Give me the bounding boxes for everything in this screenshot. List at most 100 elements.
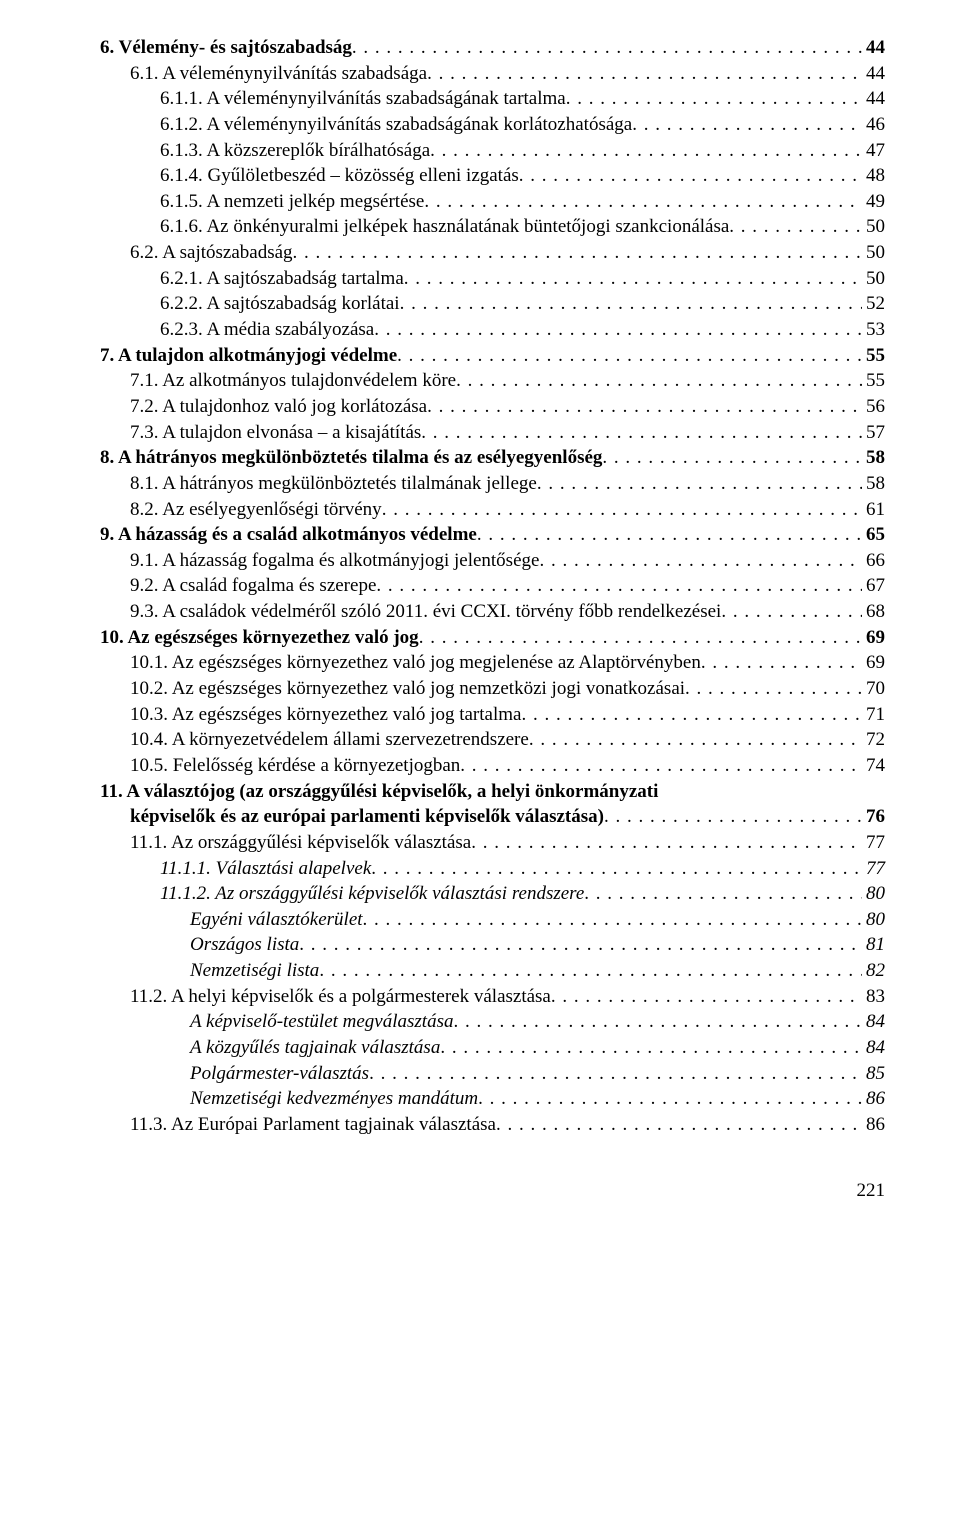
toc-entry: Országos lista 81 bbox=[100, 932, 885, 958]
toc-leader bbox=[424, 189, 862, 215]
toc-entry: 7.2. A tulajdonhoz való jog korlátozása … bbox=[100, 394, 885, 420]
toc-entry-page: 70 bbox=[862, 676, 885, 702]
toc-entry-page: 84 bbox=[862, 1009, 885, 1035]
toc-entry: 6.1.4. Gyűlöletbeszéd – közösség elleni … bbox=[100, 163, 885, 189]
toc-entry: 11.3. Az Európai Parlament tagjainak vál… bbox=[100, 1112, 885, 1138]
toc-entry: 6.1.1. A véleménynyilvánítás szabadságán… bbox=[100, 86, 885, 112]
toc-leader bbox=[456, 368, 862, 394]
toc-entry: 8.2. Az esélyegyenlőségi törvény 61 bbox=[100, 497, 885, 523]
toc-entry: 11.1.2. Az országgyűlési képviselők vála… bbox=[100, 881, 885, 907]
toc-leader bbox=[440, 1035, 862, 1061]
toc-entry-text: 10.5. Felelősség kérdése a környezetjogb… bbox=[130, 753, 460, 779]
toc-entry-text: 9.3. A családok védelméről szóló 2011. é… bbox=[130, 599, 721, 625]
toc-entry-text: 7.1. Az alkotmányos tulajdonvédelem köre bbox=[130, 368, 456, 394]
toc-leader bbox=[537, 471, 862, 497]
toc-entry-page: 55 bbox=[862, 343, 885, 369]
toc-leader bbox=[701, 650, 862, 676]
toc-entry: 7.3. A tulajdon elvonása – a kisajátítás… bbox=[100, 420, 885, 446]
toc-entry-text: 8.1. A hátrányos megkülönböztetés tilalm… bbox=[130, 471, 537, 497]
toc-leader bbox=[369, 1061, 862, 1087]
toc-leader bbox=[430, 138, 862, 164]
toc-leader bbox=[421, 420, 862, 446]
toc-entry: Polgármester-választás 85 bbox=[100, 1061, 885, 1087]
toc-entry: A képviselő-testület megválasztása 84 bbox=[100, 1009, 885, 1035]
toc-leader bbox=[400, 291, 862, 317]
toc-entry: 9.1. A házasság fogalma és alkotmányjogi… bbox=[100, 548, 885, 574]
toc-entry-page: 50 bbox=[862, 240, 885, 266]
toc-entry-page: 44 bbox=[862, 61, 885, 87]
toc-entry-page: 68 bbox=[862, 599, 885, 625]
toc-entry-text: 7.2. A tulajdonhoz való jog korlátozása bbox=[130, 394, 427, 420]
toc-entry: 11. A választójog (az országgyűlési képv… bbox=[100, 779, 885, 805]
toc-entry: 6.2.1. A sajtószabadság tartalma 50 bbox=[100, 266, 885, 292]
toc-entry: 6.2.3. A média szabályozása 53 bbox=[100, 317, 885, 343]
toc-entry-page: 58 bbox=[862, 471, 885, 497]
toc-entry: 9.2. A család fogalma és szerepe 67 bbox=[100, 573, 885, 599]
toc-entry: 10.2. Az egészséges környezethez való jo… bbox=[100, 676, 885, 702]
toc-entry-text: 6. Vélemény- és sajtószabadság bbox=[100, 35, 352, 61]
toc-entry: 11.2. A helyi képviselők és a polgármest… bbox=[100, 984, 885, 1010]
toc-entry-page: 57 bbox=[862, 420, 885, 446]
toc-leader bbox=[521, 702, 862, 728]
toc-entry-page: 84 bbox=[862, 1035, 885, 1061]
toc-entry-text: Nemzetiségi kedvezményes mandátum bbox=[190, 1086, 478, 1112]
toc-entry-text: 11.3. Az Európai Parlament tagjainak vál… bbox=[130, 1112, 496, 1138]
toc-entry-text: 6.1.4. Gyűlöletbeszéd – közösség elleni … bbox=[160, 163, 519, 189]
toc-entry-page: 74 bbox=[862, 753, 885, 779]
toc-entry: 6. Vélemény- és sajtószabadság 44 bbox=[100, 35, 885, 61]
toc-entry-page: 44 bbox=[862, 35, 885, 61]
toc-leader bbox=[453, 1009, 862, 1035]
toc-entry-text: 6.2.1. A sajtószabadság tartalma bbox=[160, 266, 404, 292]
toc-entry-page: 72 bbox=[862, 727, 885, 753]
toc-entry: 6.2.2. A sajtószabadság korlátai 52 bbox=[100, 291, 885, 317]
toc-entry: Egyéni választókerület 80 bbox=[100, 907, 885, 933]
toc-leader bbox=[374, 317, 862, 343]
toc-entry-continuation: képviselők és az európai parlamenti képv… bbox=[100, 804, 885, 830]
toc-entry-text: 8.2. Az esélyegyenlőségi törvény bbox=[130, 497, 382, 523]
toc-entry-page: 50 bbox=[862, 214, 885, 240]
toc-leader bbox=[496, 1112, 862, 1138]
toc-entry-page: 80 bbox=[862, 881, 885, 907]
toc-leader bbox=[382, 497, 862, 523]
toc-entry-page: 67 bbox=[862, 573, 885, 599]
toc-entry-text: 6.2.2. A sajtószabadság korlátai bbox=[160, 291, 400, 317]
toc-entry-text: 6.1.3. A közszereplők bírálhatósága bbox=[160, 138, 430, 164]
toc-leader bbox=[602, 445, 862, 471]
toc-entry-page: 69 bbox=[862, 625, 885, 651]
toc-entry-text: 6.1.1. A véleménynyilvánítás szabadságán… bbox=[160, 86, 566, 112]
toc-entry: 10.3. Az egészséges környezethez való jo… bbox=[100, 702, 885, 728]
toc-entry-text: A közgyűlés tagjainak választása bbox=[190, 1035, 440, 1061]
toc-entry-page: 65 bbox=[862, 522, 885, 548]
toc-leader bbox=[566, 86, 862, 112]
toc-leader bbox=[519, 163, 862, 189]
toc-entry-text: 10.2. Az egészséges környezethez való jo… bbox=[130, 676, 685, 702]
toc-entry-page: 50 bbox=[862, 266, 885, 292]
toc-entry: 6.2. A sajtószabadság 50 bbox=[100, 240, 885, 266]
toc-entry-text: 10.1. Az egészséges környezethez való jo… bbox=[130, 650, 701, 676]
toc-leader bbox=[539, 548, 862, 574]
toc-leader bbox=[551, 984, 862, 1010]
toc-leader bbox=[604, 804, 862, 830]
toc-entry-page: 53 bbox=[862, 317, 885, 343]
toc-entry-text: Országos lista bbox=[190, 932, 299, 958]
toc-leader bbox=[352, 35, 862, 61]
toc-entry-text: A képviselő-testület megválasztása bbox=[190, 1009, 453, 1035]
toc-entry: A közgyűlés tagjainak választása 84 bbox=[100, 1035, 885, 1061]
toc-entry-page: 71 bbox=[862, 702, 885, 728]
toc-entry-text: 11.1.2. Az országgyűlési képviselők vála… bbox=[160, 881, 584, 907]
toc-entry: 11.1.1. Választási alapelvek 77 bbox=[100, 856, 885, 882]
toc-leader bbox=[427, 394, 862, 420]
toc-leader bbox=[299, 932, 862, 958]
toc-entry-text: 11.2. A helyi képviselők és a polgármest… bbox=[130, 984, 551, 1010]
toc-entry-page: 56 bbox=[862, 394, 885, 420]
toc-entry: 6.1.6. Az önkényuralmi jelképek használa… bbox=[100, 214, 885, 240]
toc-leader bbox=[319, 958, 862, 984]
page-number: 221 bbox=[100, 1178, 885, 1204]
toc-entry-page: 86 bbox=[862, 1112, 885, 1138]
toc-leader bbox=[293, 240, 862, 266]
toc-entry: 6.1.5. A nemzeti jelkép megsértése 49 bbox=[100, 189, 885, 215]
toc-entry-text: 11.1.1. Választási alapelvek bbox=[160, 856, 371, 882]
toc-entry: 10.4. A környezetvédelem állami szerveze… bbox=[100, 727, 885, 753]
toc-entry: Nemzetiségi lista 82 bbox=[100, 958, 885, 984]
toc-leader bbox=[404, 266, 862, 292]
